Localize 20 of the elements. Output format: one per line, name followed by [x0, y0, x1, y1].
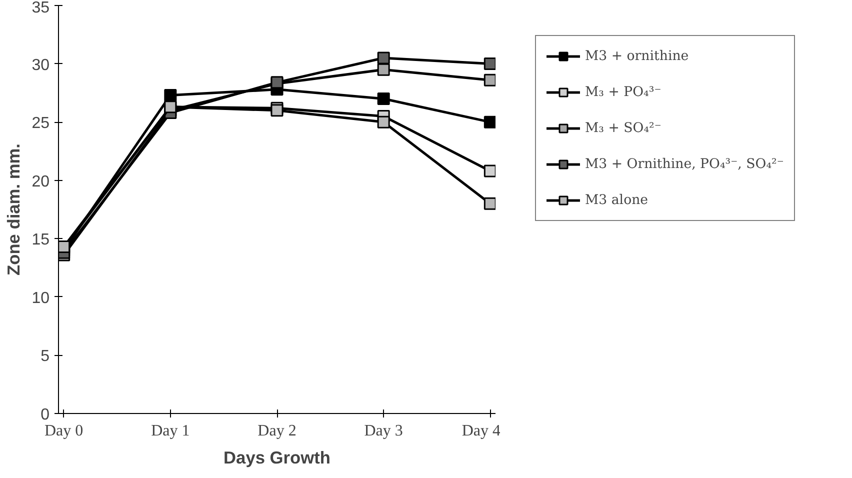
- x-tick-label: Day 0: [44, 422, 84, 440]
- y-tick-label: 15: [32, 232, 50, 249]
- x-tick-label: Day 1: [151, 422, 190, 440]
- y-axis-title: Zone diam. mm.: [4, 144, 24, 276]
- y-tick-label: 25: [32, 115, 50, 132]
- y-tick-label: 30: [32, 56, 50, 74]
- x-axis-title: Days Growth: [224, 448, 330, 468]
- y-tick-label: 35: [32, 0, 50, 16]
- y-tick-label: 0: [40, 406, 50, 424]
- x-tick-label: Day 2: [258, 422, 296, 440]
- y-tick-label: 10: [32, 290, 50, 307]
- y-tick-label: 20: [32, 173, 50, 190]
- legend-label: M3 + Ornithine, PO₄³⁻, SO₄²⁻: [585, 156, 784, 172]
- legend-label: M3 alone: [585, 192, 648, 208]
- y-tick-label: 5: [40, 348, 50, 366]
- legend-label: M₃ + PO₄³⁻: [585, 84, 662, 100]
- x-tick-label: Day 3: [364, 422, 403, 440]
- x-tick-label: Day 4: [462, 422, 500, 440]
- legend-label: M₃ + SO₄²⁻: [585, 120, 662, 136]
- legend-label: M3 + ornithine: [585, 48, 689, 64]
